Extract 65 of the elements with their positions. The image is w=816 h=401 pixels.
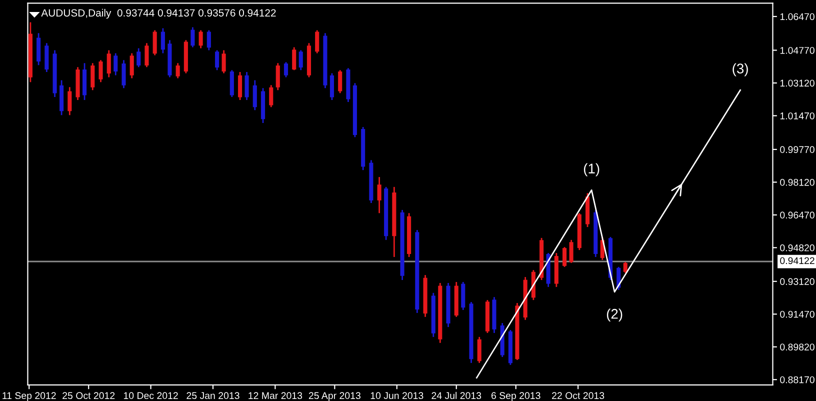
- candlestick: [477, 336, 482, 364]
- candlestick: [222, 50, 226, 74]
- candlestick: [284, 61, 288, 78]
- candlestick: [252, 80, 257, 111]
- y-tick-label: 0.98120: [780, 178, 814, 186]
- candlestick: [44, 42, 49, 73]
- x-tick-label: 25 Jan 2013: [186, 392, 240, 400]
- x-tick-label: 10 Jun 2013: [370, 392, 424, 400]
- candlestick: [206, 30, 211, 51]
- candlestick: [98, 59, 103, 83]
- y-tick-label: 0.96470: [780, 212, 814, 219]
- y-tick-label: 1.04770: [780, 46, 814, 54]
- y-tick-label: 0.89820: [780, 344, 814, 350]
- y-tick-label: 1.06470: [780, 13, 814, 20]
- x-tick-label: 6 Sep 2013: [491, 392, 540, 401]
- candlestick: [338, 69, 342, 94]
- candlestick: [176, 62, 180, 79]
- annotation: (1): [584, 163, 600, 176]
- candlestick: [106, 50, 111, 78]
- x-tick-label: 24 Jul 2013: [432, 392, 482, 400]
- candlestick: [136, 48, 141, 68]
- y-tick-label: 0.91470: [780, 310, 814, 318]
- annotation: (2): [606, 308, 622, 322]
- annotation: (3): [732, 63, 748, 76]
- x-tick-label: 10 Dec 2012: [124, 392, 178, 400]
- candlestick: [215, 50, 220, 71]
- y-tick-label: 0.93120: [780, 278, 814, 286]
- x-tick-label: 12 Mar 2013: [248, 392, 302, 400]
- candlestick: [114, 52, 118, 76]
- candlestick: [36, 32, 41, 66]
- candlestick: [330, 72, 334, 101]
- y-tick-label: 1.01470: [780, 112, 814, 120]
- ref-line-label: 0.94122: [780, 257, 814, 264]
- candlestick: [198, 30, 203, 49]
- x-tick-label: 25 Apr 2013: [308, 392, 360, 401]
- candlestick: [152, 30, 157, 56]
- candlestick: [292, 46, 296, 71]
- candlestick: [130, 52, 134, 79]
- candlestick: [90, 62, 95, 91]
- x-tick-label: 22 Oct 2013: [552, 392, 604, 400]
- y-tick-label: 0.94820: [780, 244, 814, 252]
- candlestick: [238, 71, 242, 101]
- candlestick: [623, 261, 628, 274]
- candlestick: [230, 69, 234, 98]
- y-tick-label: 1.03120: [780, 80, 814, 87]
- candlestick: [144, 42, 149, 68]
- candlestick: [461, 281, 466, 311]
- x-tick-label: 11 Sep 2012: [2, 392, 56, 401]
- candlestick: [562, 246, 567, 268]
- candlestick: [269, 84, 274, 108]
- candlestick: [122, 59, 126, 89]
- candlestick: [298, 50, 303, 71]
- x-tick-label: 25 Oct 2012: [62, 392, 115, 400]
- y-tick-label: 0.99770: [780, 146, 814, 154]
- candlestick: [377, 176, 382, 214]
- candlestick: [68, 86, 72, 116]
- y-tick-label: 0.88170: [780, 376, 814, 384]
- text: AUDUSD,Daily 0.93744 0.94137 0.93576 0.94122: [41, 8, 276, 19]
- candlestick: [190, 26, 195, 48]
- candlestick: [160, 28, 165, 54]
- candlestick: [244, 71, 249, 101]
- candlestick: [315, 30, 320, 54]
- candlestick: [276, 62, 280, 91]
- candlestick: [569, 239, 574, 264]
- line-series: [476, 89, 741, 379]
